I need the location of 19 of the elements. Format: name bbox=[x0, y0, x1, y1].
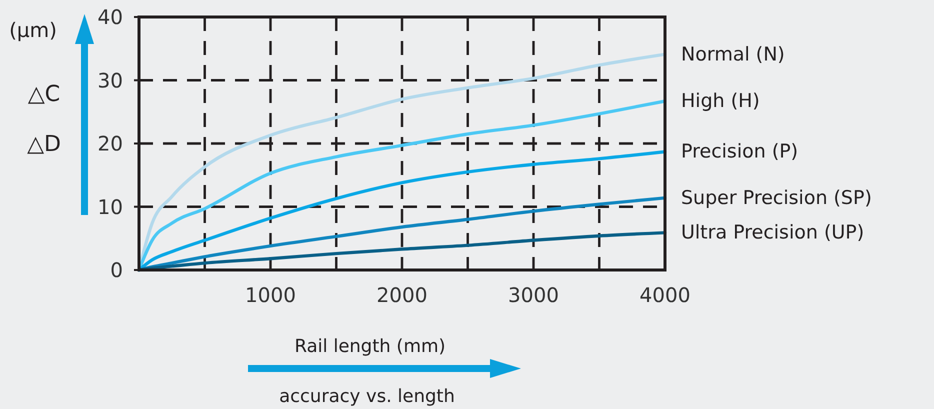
y-tick-label: 40 bbox=[98, 5, 123, 29]
y-tick-label: 20 bbox=[98, 132, 123, 156]
y-tick-label: 30 bbox=[98, 68, 123, 92]
series-label: High (H) bbox=[681, 90, 760, 112]
series-label: Precision (P) bbox=[681, 140, 798, 163]
x-tick-label: 2000 bbox=[376, 283, 428, 307]
y-axis-title: (μm) bbox=[9, 18, 57, 42]
text: △D bbox=[27, 132, 61, 157]
x-tick-label: 4000 bbox=[640, 283, 690, 307]
series-label: Ultra Precision (UP) bbox=[681, 222, 864, 244]
x-tick-label: 1000 bbox=[245, 283, 296, 307]
x-axis-title: Rail length (mm) bbox=[294, 336, 446, 357]
y-tick-label: 0 bbox=[110, 258, 123, 282]
x-tick-label: 3000 bbox=[508, 283, 559, 307]
text: △C bbox=[28, 82, 60, 107]
series-label: Super Precision (SP) bbox=[681, 186, 872, 209]
y-tick-label: 10 bbox=[98, 194, 123, 219]
text: accuracy vs. length bbox=[279, 386, 455, 407]
series-label: Normal (N) bbox=[681, 43, 785, 66]
